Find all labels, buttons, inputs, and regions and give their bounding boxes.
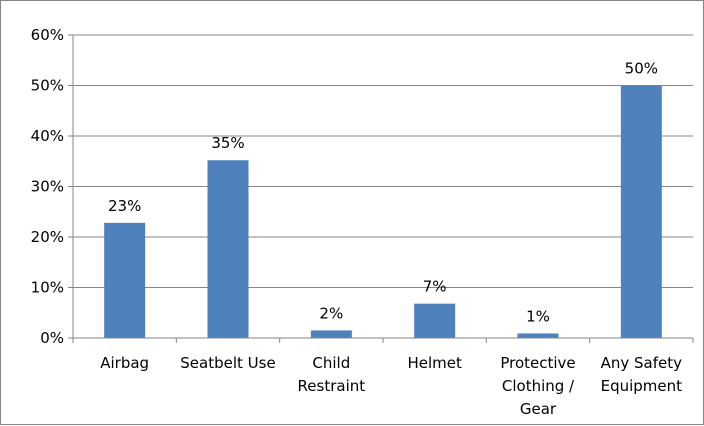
category-label: Child — [312, 354, 350, 372]
y-tick-label: 10% — [31, 279, 64, 297]
category-label: Airbag — [100, 354, 149, 372]
y-tick-label: 60% — [31, 26, 64, 44]
data-labels: 23% 35% 2% 7% 1% 50% — [108, 60, 658, 326]
bar — [620, 85, 662, 338]
bar — [104, 222, 146, 338]
bar — [414, 303, 456, 338]
y-tick-label: 30% — [31, 178, 64, 196]
bar — [517, 333, 559, 338]
y-tick-label: 40% — [31, 127, 64, 145]
y-tick-labels: 0% 10% 20% 30% 40% 50% 60% — [31, 26, 73, 347]
data-label: 50% — [625, 60, 658, 78]
bar — [310, 330, 352, 338]
category-label: Protective — [500, 354, 575, 372]
category-label: Seatbelt Use — [180, 354, 275, 372]
bars — [104, 85, 662, 338]
data-label: 23% — [108, 197, 141, 215]
category-label: Clothing / — [502, 377, 575, 395]
data-label: 7% — [423, 278, 447, 296]
category-label: Equipment — [601, 377, 683, 395]
data-label: 2% — [319, 304, 343, 322]
y-tick-label: 50% — [31, 77, 64, 95]
gridlines — [73, 34, 693, 288]
category-labels: Airbag Seatbelt Use Child Restraint Helmet Pr… — [72, 338, 694, 418]
y-tick-label: 0% — [40, 329, 64, 347]
category-label: Restraint — [298, 377, 366, 395]
bar — [207, 160, 249, 338]
y-tick-label: 20% — [31, 228, 64, 246]
data-label: 35% — [211, 134, 244, 152]
category-label: Any Safety — [601, 354, 683, 372]
category-label: Helmet — [407, 354, 462, 372]
data-label: 1% — [526, 307, 550, 325]
category-label: Gear — [520, 400, 557, 418]
